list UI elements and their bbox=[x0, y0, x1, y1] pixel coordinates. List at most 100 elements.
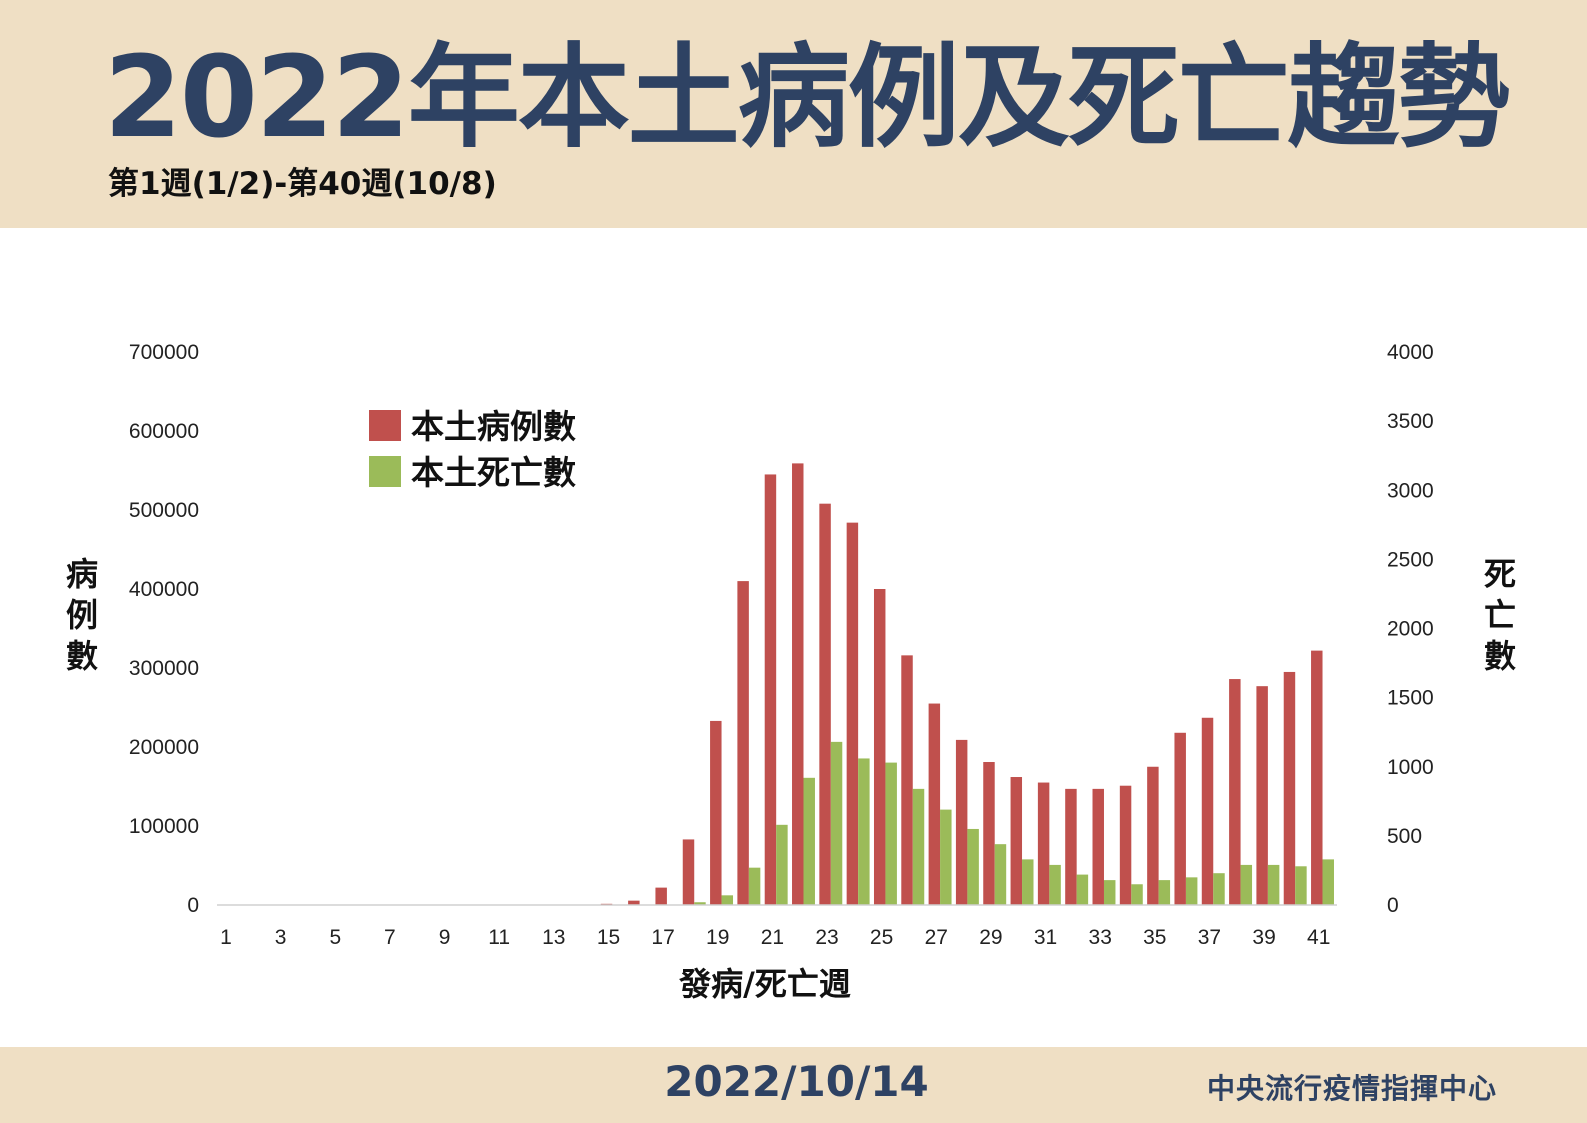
death-bar-week-40 bbox=[1295, 866, 1307, 905]
death-bar-week-28 bbox=[967, 828, 979, 905]
left-y-tick-label: 100000 bbox=[129, 815, 199, 838]
right-y-ticks: 0 500 1000 1500 2000 2500 3000 3500 4000 bbox=[1387, 341, 1434, 917]
right-y-tick-label: 1000 bbox=[1387, 756, 1434, 779]
case-bar-week-27 bbox=[928, 703, 941, 905]
death-bar-week-34 bbox=[1131, 884, 1143, 905]
case-bar-week-17 bbox=[655, 887, 667, 905]
x-tick-label: 19 bbox=[706, 926, 729, 949]
death-bar-week-38 bbox=[1240, 864, 1253, 905]
right-y-tick-label: 4000 bbox=[1387, 341, 1434, 364]
page-title: 2022年本土病例及死亡趨勢 bbox=[104, 33, 1510, 163]
x-tick-label: 29 bbox=[979, 926, 1002, 949]
case-bar-week-33 bbox=[1092, 788, 1104, 905]
death-bar-week-33 bbox=[1103, 880, 1116, 905]
case-bar-week-26 bbox=[901, 655, 913, 905]
death-bar-week-35 bbox=[1158, 880, 1171, 905]
death-bar-week-19 bbox=[721, 895, 734, 905]
legend-label-cases: 本土病例數 bbox=[411, 407, 576, 446]
left-y-tick-label: 0 bbox=[187, 894, 199, 917]
legend-swatch-deaths bbox=[369, 456, 401, 487]
case-bar-week-35 bbox=[1147, 766, 1159, 905]
case-bar-week-23 bbox=[819, 503, 831, 905]
death-bar-week-25 bbox=[885, 762, 897, 905]
x-tick-label: 31 bbox=[1034, 926, 1057, 949]
left-y-tick-label: 500000 bbox=[129, 499, 199, 522]
x-tick-label: 5 bbox=[329, 926, 341, 949]
death-bar-week-30 bbox=[1022, 859, 1034, 905]
case-bar-week-37 bbox=[1201, 717, 1214, 905]
case-bar-week-30 bbox=[1010, 777, 1023, 905]
case-bar-week-31 bbox=[1037, 782, 1050, 905]
legend: 本土病例數 本土死亡數 bbox=[369, 407, 576, 492]
death-bar-week-23 bbox=[830, 741, 843, 905]
footer-organization: 中央流行疫情指揮中心 bbox=[1206, 1072, 1497, 1105]
footer-date: 2022/10/14 bbox=[664, 1057, 929, 1106]
cases-series bbox=[600, 463, 1323, 906]
footer-banner: 2022/10/14 中央流行疫情指揮中心 bbox=[0, 1047, 1587, 1123]
case-bar-week-20 bbox=[737, 581, 749, 905]
case-bar-week-16 bbox=[628, 900, 640, 905]
case-bar-week-41 bbox=[1311, 650, 1323, 905]
death-bar-week-18 bbox=[694, 902, 706, 906]
x-tick-label: 33 bbox=[1089, 926, 1112, 949]
x-tick-label: 15 bbox=[597, 926, 620, 949]
legend-swatch-cases bbox=[369, 410, 401, 441]
right-y-tick-label: 500 bbox=[1387, 825, 1422, 848]
death-bar-week-41 bbox=[1322, 859, 1334, 905]
left-y-tick-label: 600000 bbox=[129, 420, 199, 443]
death-bar-week-24 bbox=[858, 758, 870, 905]
case-bar-week-24 bbox=[846, 522, 859, 905]
death-bar-week-27 bbox=[940, 809, 952, 905]
x-tick-label: 9 bbox=[439, 926, 451, 949]
x-tick-label: 23 bbox=[815, 926, 838, 949]
case-bar-week-21 bbox=[764, 474, 777, 905]
x-ticks: 1 3 5 7 9 11 13 15 17 19 21 23 25 27 29 31 33 35 37 39 41 bbox=[220, 926, 1330, 949]
left-y-tick-label: 200000 bbox=[129, 736, 199, 759]
case-bar-week-22 bbox=[792, 463, 804, 905]
left-y-tick-label: 300000 bbox=[129, 657, 199, 680]
death-bar-week-29 bbox=[994, 844, 1007, 905]
case-bar-week-36 bbox=[1174, 732, 1186, 905]
x-axis-title: 發病/死亡週 bbox=[678, 965, 851, 1003]
x-tick-label: 39 bbox=[1252, 926, 1275, 949]
death-bar-week-31 bbox=[1049, 864, 1061, 905]
case-bar-week-34 bbox=[1119, 785, 1132, 905]
case-bar-week-29 bbox=[983, 762, 995, 905]
left-y-tick-label: 700000 bbox=[129, 341, 199, 364]
deaths-series bbox=[694, 741, 1334, 906]
case-bar-week-39 bbox=[1256, 686, 1268, 905]
left-axis-title: 病例數 bbox=[66, 555, 98, 675]
x-tick-label: 17 bbox=[651, 926, 674, 949]
death-bar-week-22 bbox=[803, 777, 815, 905]
case-bar-week-25 bbox=[873, 589, 886, 905]
right-y-tick-label: 1500 bbox=[1387, 687, 1434, 710]
legend-label-deaths: 本土死亡數 bbox=[411, 453, 576, 492]
x-tick-label: 37 bbox=[1198, 926, 1221, 949]
case-bar-week-18 bbox=[682, 839, 695, 905]
right-axis-title: 死亡數 bbox=[1484, 555, 1516, 675]
right-y-tick-label: 3500 bbox=[1387, 410, 1434, 433]
left-y-ticks: 0 100000 200000 300000 400000 500000 600000 700… bbox=[129, 341, 199, 917]
x-tick-label: 41 bbox=[1307, 926, 1330, 949]
case-bar-week-28 bbox=[955, 739, 968, 905]
x-tick-label: 11 bbox=[488, 926, 510, 949]
x-tick-label: 27 bbox=[925, 926, 948, 949]
case-bar-week-19 bbox=[710, 720, 722, 905]
header-banner: 2022年本土病例及死亡趨勢 第1週(1/2)-第40週(10/8) bbox=[0, 0, 1587, 228]
case-bar-week-40 bbox=[1283, 671, 1296, 905]
case-bar-week-32 bbox=[1065, 788, 1077, 905]
x-tick-label: 21 bbox=[761, 926, 784, 949]
right-y-tick-label: 2000 bbox=[1387, 618, 1434, 641]
death-bar-week-32 bbox=[1076, 874, 1089, 905]
x-tick-label: 1 bbox=[220, 926, 232, 949]
x-tick-label: 7 bbox=[384, 926, 396, 949]
x-tick-label: 35 bbox=[1143, 926, 1166, 949]
x-tick-label: 25 bbox=[870, 926, 893, 949]
death-bar-week-37 bbox=[1213, 873, 1225, 905]
page-subtitle: 第1週(1/2)-第40週(10/8) bbox=[108, 166, 497, 202]
death-bar-week-39 bbox=[1267, 864, 1280, 905]
death-bar-week-21 bbox=[776, 824, 788, 905]
right-y-tick-label: 2500 bbox=[1387, 548, 1434, 571]
case-bar-week-38 bbox=[1229, 679, 1241, 905]
